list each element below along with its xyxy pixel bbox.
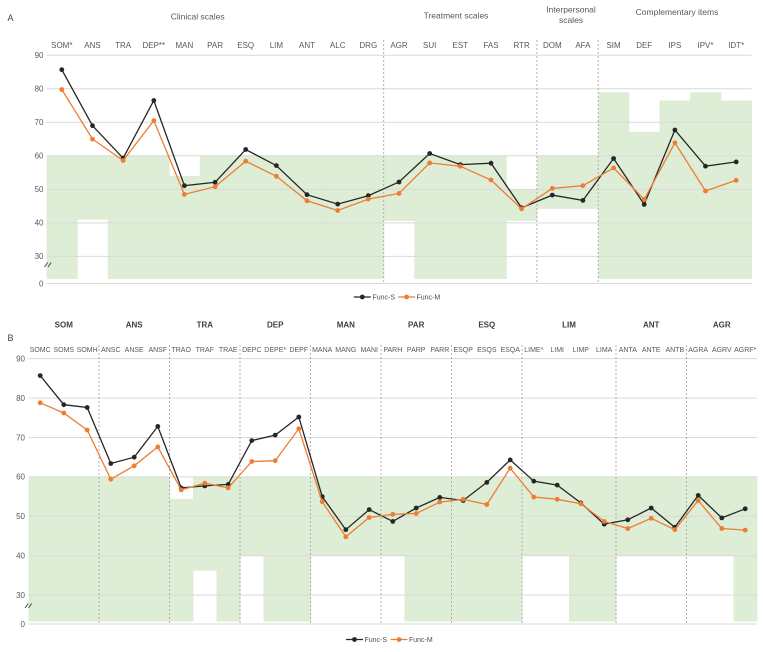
- svg-text:ANS: ANS: [84, 41, 100, 50]
- svg-text:ALC: ALC: [330, 41, 346, 50]
- svg-text:Treatment scales: Treatment scales: [424, 11, 489, 21]
- svg-text:PAR: PAR: [408, 321, 425, 330]
- svg-text:90: 90: [35, 51, 44, 60]
- svg-text:70: 70: [35, 118, 44, 127]
- svg-text:IPV*: IPV*: [697, 41, 713, 50]
- svg-text:B: B: [8, 333, 14, 343]
- svg-text:SUI: SUI: [423, 41, 436, 50]
- svg-text:MANG: MANG: [335, 347, 356, 354]
- svg-text:AGRF*: AGRF*: [734, 347, 756, 354]
- svg-text:PARH: PARH: [383, 347, 402, 354]
- svg-text:60: 60: [16, 473, 25, 482]
- svg-text:DEP: DEP: [267, 321, 284, 330]
- svg-text:DRG: DRG: [359, 41, 377, 50]
- svg-text:ANSE: ANSE: [125, 347, 144, 354]
- svg-text:TRAE: TRAE: [219, 347, 238, 354]
- svg-text:90: 90: [16, 354, 25, 363]
- svg-text:ANTE: ANTE: [642, 347, 661, 354]
- svg-text:PARR: PARR: [430, 347, 449, 354]
- svg-text:DOM: DOM: [543, 41, 562, 50]
- svg-text:ESQA: ESQA: [500, 347, 520, 354]
- svg-text:DEF: DEF: [636, 41, 652, 50]
- svg-text:PAR: PAR: [207, 41, 223, 50]
- svg-text:80: 80: [35, 85, 44, 94]
- svg-text:TRA: TRA: [115, 41, 132, 50]
- svg-text:EST: EST: [453, 41, 469, 50]
- svg-text:DEPC: DEPC: [242, 347, 261, 354]
- svg-text:LIM: LIM: [270, 41, 284, 50]
- svg-text:A: A: [8, 13, 14, 23]
- svg-text:MAN: MAN: [337, 321, 355, 330]
- svg-text:0: 0: [39, 279, 44, 288]
- svg-text:LIMA: LIMA: [596, 347, 613, 354]
- svg-text:SOMC: SOMC: [30, 347, 51, 354]
- svg-text:SOMS: SOMS: [53, 347, 74, 354]
- svg-text:Interpersonal: Interpersonal: [546, 5, 596, 15]
- svg-text:TRAF: TRAF: [196, 347, 214, 354]
- svg-text:DEPE*: DEPE*: [264, 347, 286, 354]
- svg-text:DEPF: DEPF: [289, 347, 308, 354]
- svg-text:80: 80: [16, 394, 25, 403]
- svg-text:ANTA: ANTA: [619, 347, 637, 354]
- svg-text:ANS: ANS: [126, 321, 144, 330]
- svg-text:ANSC: ANSC: [101, 347, 120, 354]
- svg-text:SOM*: SOM*: [51, 41, 72, 50]
- svg-text:40: 40: [35, 219, 44, 228]
- svg-text:LIME*: LIME*: [524, 347, 543, 354]
- svg-text:ESQ: ESQ: [478, 321, 495, 330]
- svg-text:LIMP: LIMP: [573, 347, 590, 354]
- svg-text:ANT: ANT: [643, 321, 660, 330]
- svg-text:DEP**: DEP**: [142, 41, 165, 50]
- svg-text:50: 50: [16, 512, 25, 521]
- svg-text:ESQS: ESQS: [477, 347, 497, 354]
- svg-text:AGR: AGR: [390, 41, 408, 50]
- svg-text:40: 40: [16, 552, 25, 561]
- svg-text:Func-S: Func-S: [365, 637, 388, 644]
- svg-text:ESQ: ESQ: [237, 41, 254, 50]
- svg-text:ANSF: ANSF: [148, 347, 167, 354]
- svg-text:MAN: MAN: [176, 41, 194, 50]
- svg-text:AGRV: AGRV: [712, 347, 732, 354]
- svg-text:SOM: SOM: [55, 321, 74, 330]
- svg-text:Func-M: Func-M: [409, 637, 433, 644]
- svg-text:50: 50: [35, 185, 44, 194]
- svg-text:0: 0: [21, 620, 26, 629]
- svg-text:Func-M: Func-M: [417, 295, 441, 302]
- svg-text:AGR: AGR: [713, 321, 731, 330]
- svg-text:SIM: SIM: [606, 41, 621, 50]
- svg-text:ANT: ANT: [299, 41, 315, 50]
- svg-text:SOMH: SOMH: [77, 347, 98, 354]
- svg-text:AFA: AFA: [575, 41, 591, 50]
- svg-text:LIM: LIM: [562, 321, 576, 330]
- svg-text:FAS: FAS: [483, 41, 498, 50]
- svg-text:RTR: RTR: [513, 41, 530, 50]
- svg-text:ESQP: ESQP: [453, 347, 473, 354]
- svg-text:30: 30: [16, 591, 25, 600]
- svg-text:IDT*: IDT*: [728, 41, 744, 50]
- svg-text:Func-S: Func-S: [373, 295, 396, 302]
- svg-text:MANI: MANI: [360, 347, 378, 354]
- svg-text:Complementary items: Complementary items: [636, 7, 719, 17]
- svg-text:TRAO: TRAO: [171, 347, 191, 354]
- svg-text:AGRA: AGRA: [688, 347, 708, 354]
- svg-text:MANA: MANA: [312, 347, 333, 354]
- svg-text:30: 30: [35, 252, 44, 261]
- svg-text:70: 70: [16, 433, 25, 442]
- svg-text:Clinical scales: Clinical scales: [171, 12, 225, 22]
- svg-text:IPS: IPS: [668, 41, 681, 50]
- svg-text:60: 60: [35, 152, 44, 161]
- svg-text:scales: scales: [559, 15, 583, 25]
- svg-text:ANTB: ANTB: [665, 347, 684, 354]
- svg-text:LIMI: LIMI: [550, 347, 564, 354]
- svg-text:TRA: TRA: [197, 321, 214, 330]
- svg-text:PARP: PARP: [407, 347, 426, 354]
